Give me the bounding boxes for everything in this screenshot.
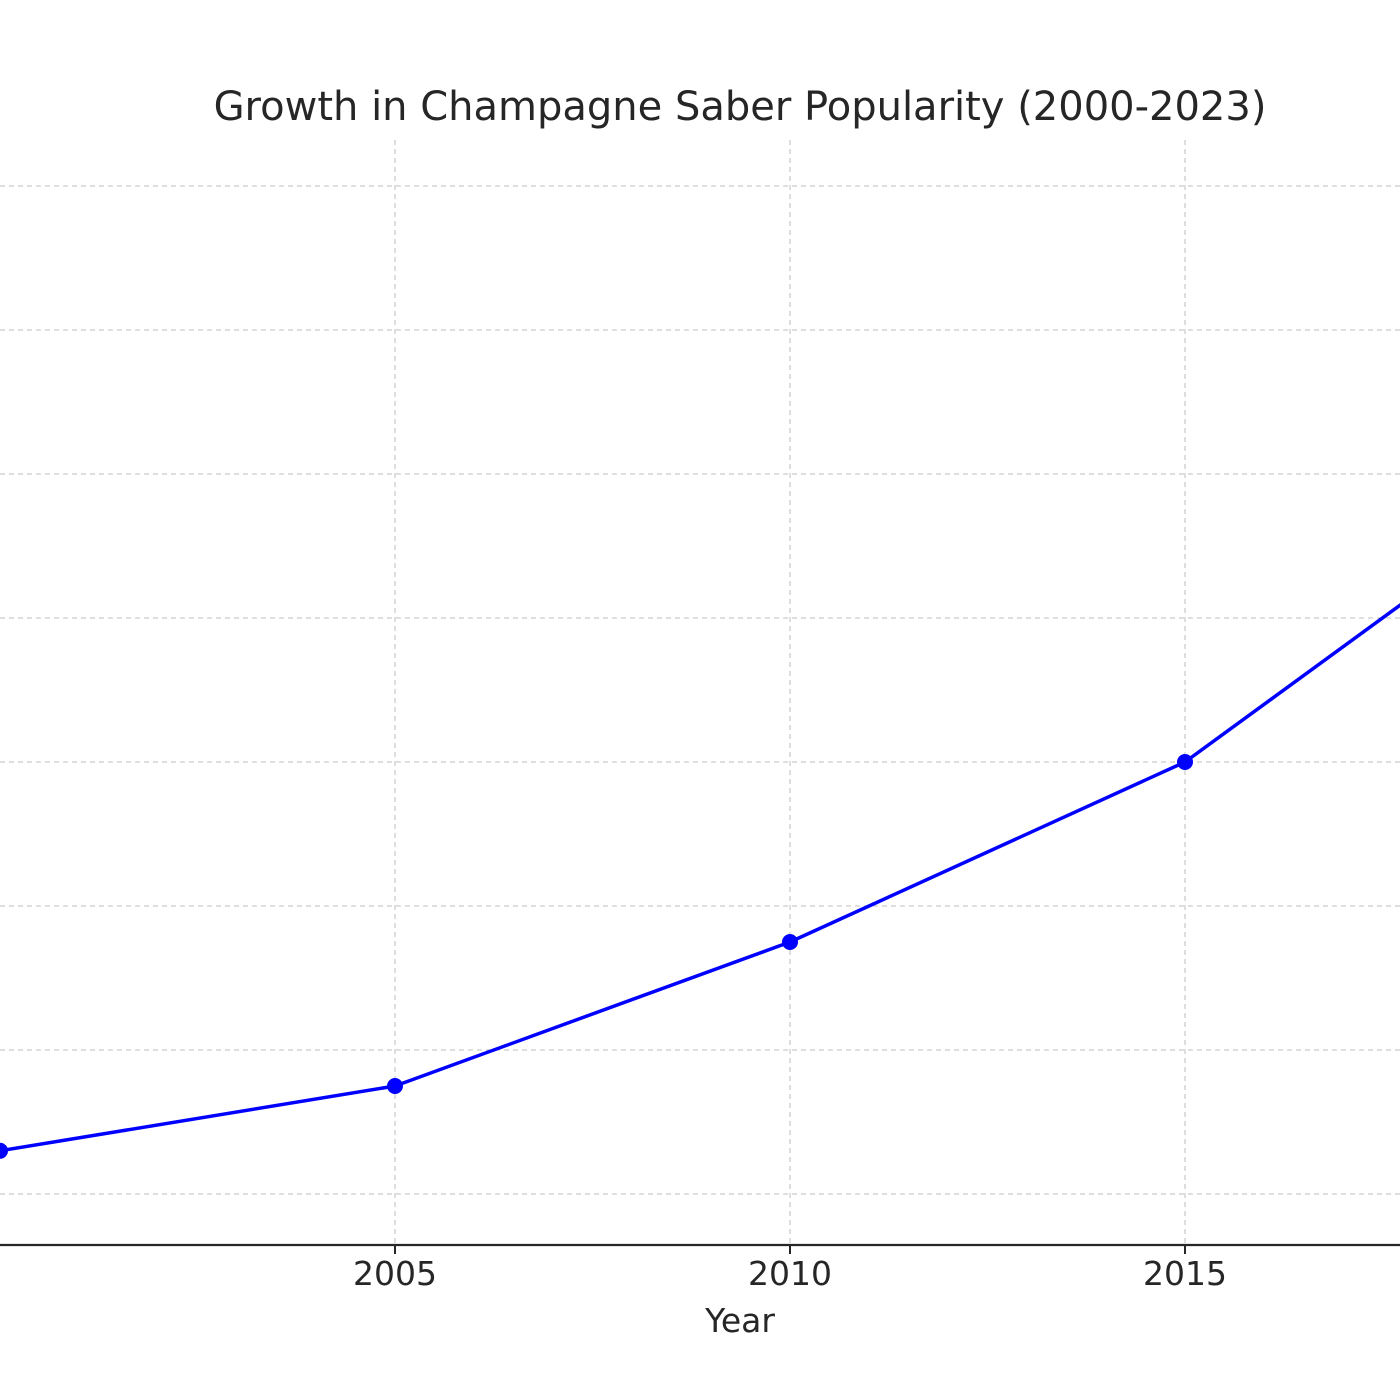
x-axis-label: Year (704, 1301, 775, 1340)
labels: Growth in Champagne Saber Popularity (20… (214, 84, 1267, 1340)
x-tick-label: 2005 (353, 1254, 437, 1293)
axes: 20052010201520 (0, 1243, 1400, 1293)
x-tick-label: 2015 (1143, 1254, 1227, 1293)
data-point (782, 934, 798, 950)
data-point (0, 1142, 8, 1159)
data-point (1177, 754, 1193, 770)
series-layer (0, 603, 1400, 1159)
data-point (387, 1078, 403, 1094)
grid (0, 140, 1400, 1245)
chart-title: Growth in Champagne Saber Popularity (20… (214, 84, 1267, 130)
x-tick-label: 2010 (748, 1254, 832, 1293)
